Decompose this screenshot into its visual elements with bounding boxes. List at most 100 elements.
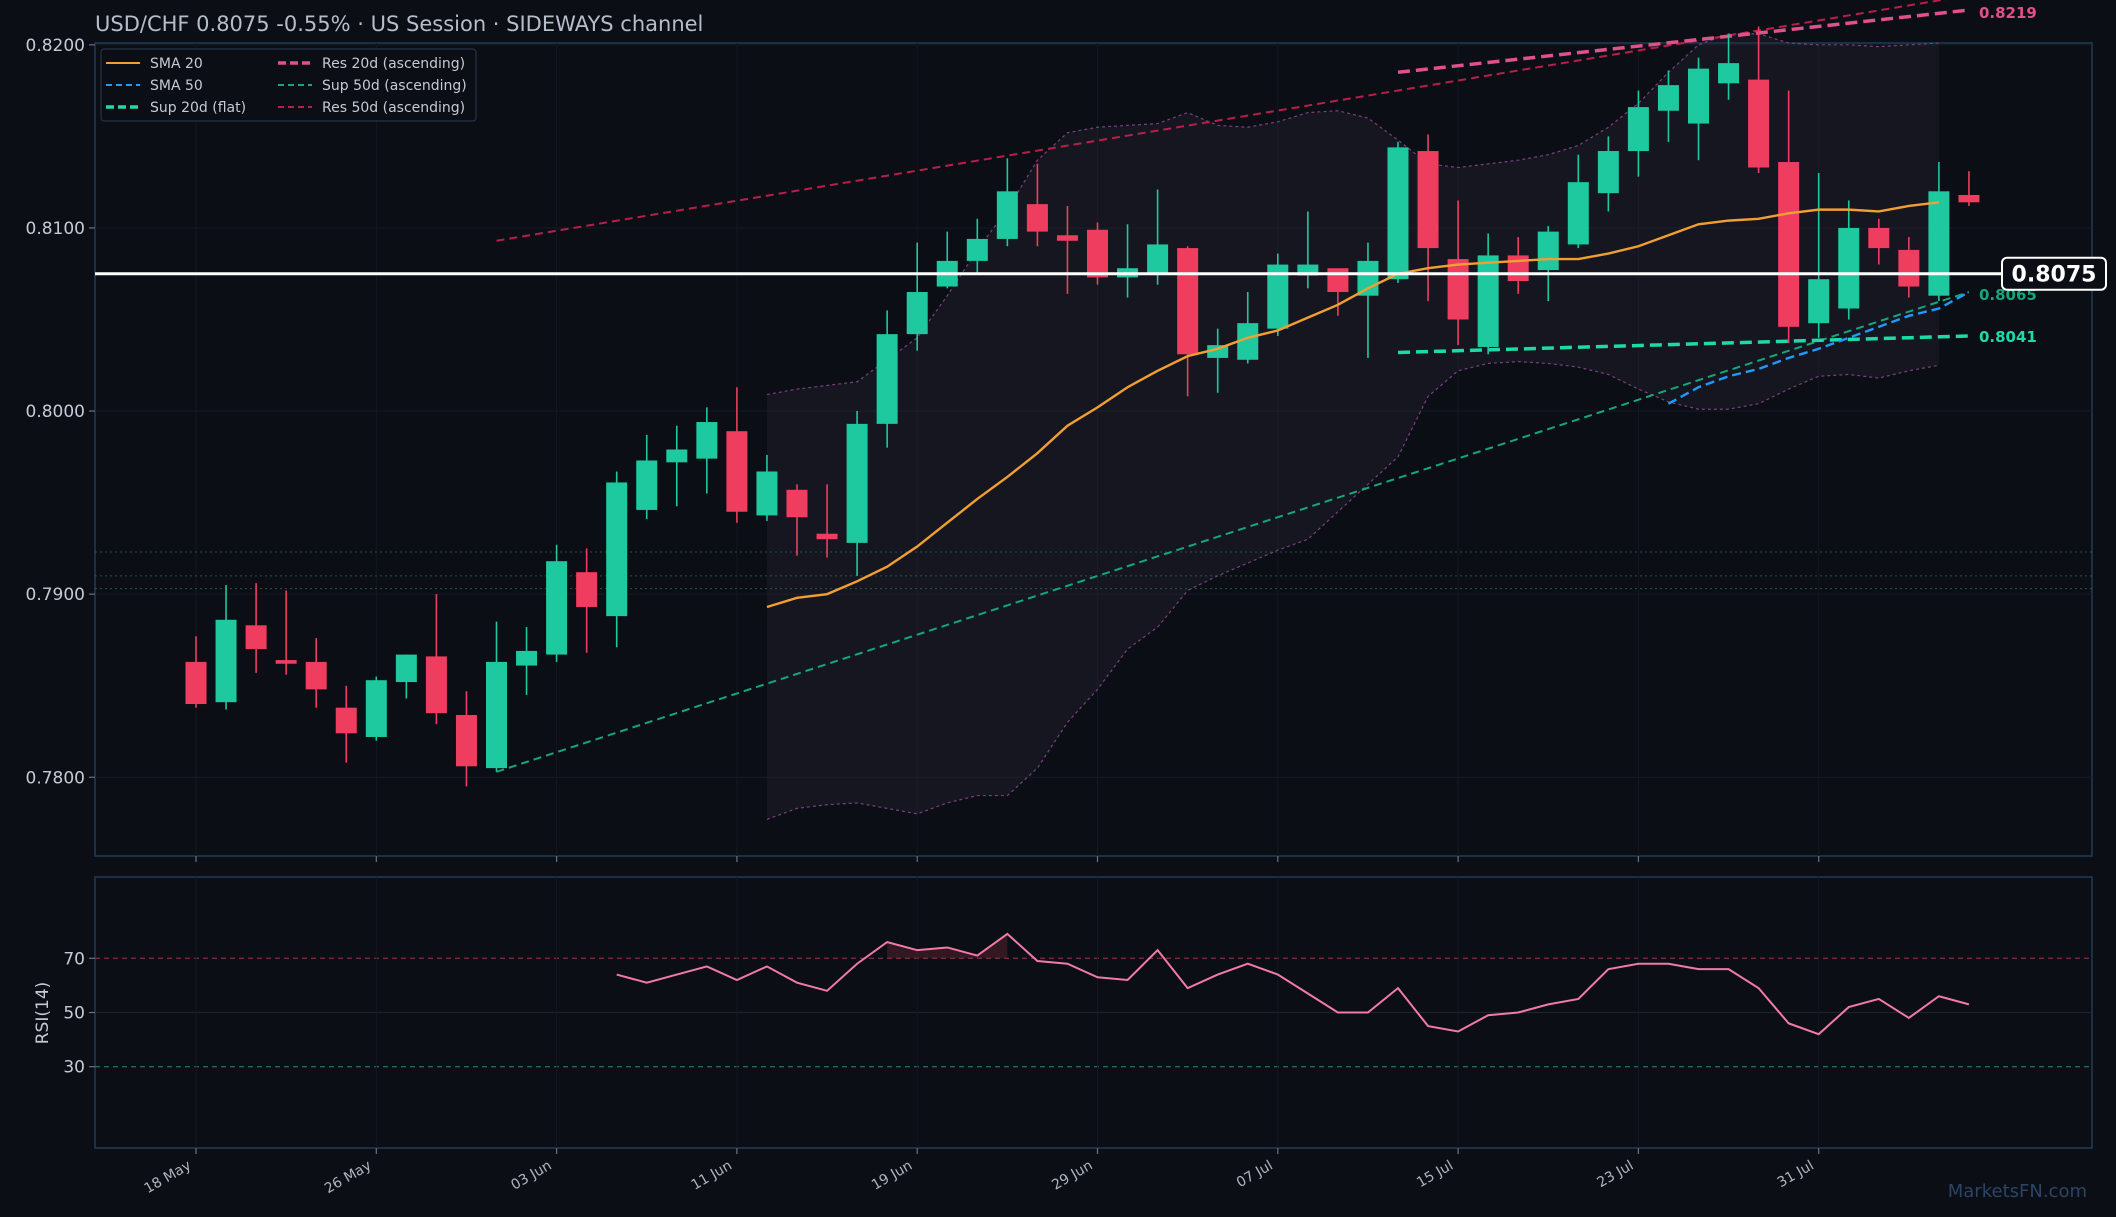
date-tick-label: 26 May — [322, 1158, 374, 1197]
bollinger-fill — [766, 33, 1939, 820]
rsi-axis-label: RSI(14) — [33, 982, 53, 1045]
last-price-marker: 0.8075 — [95, 256, 2107, 291]
candle-body — [816, 533, 838, 540]
price-tick-label: 0.7800 — [26, 768, 85, 788]
candle-body — [636, 460, 658, 510]
price-panel-frame — [94, 42, 2093, 857]
candle-body — [1237, 323, 1259, 360]
candle-body — [275, 660, 297, 664]
candle-body — [966, 238, 988, 261]
candle-body — [756, 471, 778, 516]
candle-body — [1928, 191, 1950, 296]
date-tick-label: 18 May — [142, 1158, 194, 1197]
trendlines — [496, 0, 1970, 773]
candle-body — [1267, 264, 1289, 329]
candle-body — [546, 561, 568, 655]
candle-body — [305, 661, 327, 690]
date-tick-label: 29 Jun — [1049, 1158, 1095, 1194]
candle-body — [425, 656, 447, 714]
date-tick-label: 31 Jul — [1775, 1158, 1817, 1191]
candle-body — [185, 661, 207, 705]
candle-body — [365, 680, 387, 737]
last-price-box — [2001, 256, 2107, 291]
legend-label: SMA 20 — [150, 56, 203, 72]
candle-body — [245, 625, 267, 650]
candle-body — [786, 489, 808, 518]
date-tick-label: 19 Jun — [869, 1158, 915, 1194]
candle-body — [696, 422, 718, 459]
price-tick-label: 0.8200 — [26, 36, 85, 56]
trendline — [1397, 8, 1970, 75]
candle-body — [1567, 182, 1589, 245]
rsi-line-group — [616, 932, 1970, 1036]
watermark: MarketsFN.com — [1948, 1181, 2087, 1202]
date-tick-label: 23 Jul — [1594, 1158, 1636, 1191]
rsi-line — [616, 932, 1970, 1036]
candle-body — [1327, 268, 1349, 293]
price-grid — [95, 43, 2092, 862]
sma20-line — [766, 201, 1940, 609]
sma50-line — [1667, 290, 1970, 405]
bollinger-lower — [766, 361, 1940, 820]
candle-body — [1657, 85, 1679, 111]
candle-body — [1597, 151, 1619, 194]
candle-body — [1898, 249, 1920, 287]
bollinger-bands — [766, 33, 1940, 820]
legend-label: Res 50d (ascending) — [322, 100, 465, 116]
moving-averages — [766, 201, 1970, 609]
trendline — [496, 0, 1948, 242]
date-tick-label: 11 Jun — [689, 1158, 735, 1194]
candle-body — [1026, 204, 1048, 232]
candle-body — [1177, 248, 1199, 355]
candle-body — [335, 707, 357, 734]
candle-body — [1688, 68, 1709, 124]
candle-body — [846, 423, 868, 543]
candle-body — [1357, 260, 1379, 296]
candle-body — [576, 572, 598, 607]
candle-body — [1718, 63, 1740, 84]
trendline-end-label: 0.8219 — [1979, 4, 2037, 22]
price-tick-label: 0.7900 — [26, 585, 85, 605]
candle-body — [1748, 79, 1770, 168]
legend-label: Res 20d (ascending) — [322, 56, 465, 72]
candle-body — [726, 431, 748, 512]
trendline — [496, 291, 1970, 773]
candle-body — [1838, 227, 1860, 309]
candle-body — [606, 482, 628, 617]
candles — [185, 26, 1980, 787]
date-tick-label: 15 Jul — [1414, 1158, 1456, 1191]
candle-body — [455, 715, 477, 767]
candle-body — [215, 619, 237, 703]
price-axis: 0.7800 0.7900 0.8000 0.8100 0.8200 — [26, 36, 95, 788]
candle-body — [1147, 244, 1169, 274]
candle-body — [1958, 194, 1980, 203]
date-axis: 18 May 26 May 03 Jun 11 Jun 19 Jun 29 Jun 07 J… — [142, 1158, 1817, 1197]
rsi-tick-label: 30 — [63, 1058, 85, 1078]
candle-body — [1537, 231, 1559, 271]
legend: SMA 20 Res 20d (ascending) SMA 50 Sup 50d (… — [100, 48, 477, 122]
candle-body — [1778, 162, 1800, 327]
candle-body — [906, 292, 928, 335]
rsi-panel: 30 50 70 RSI(14) — [33, 876, 2093, 1154]
trendline-end-label: 0.8041 — [1979, 328, 2037, 346]
candle-body — [1207, 345, 1229, 358]
trendline — [1397, 334, 1970, 355]
candle-body — [666, 449, 688, 463]
date-tick-label: 03 Jun — [508, 1158, 554, 1194]
candle-body — [1417, 151, 1439, 249]
candle-body — [1087, 229, 1108, 278]
rsi-axis: 30 50 70 — [63, 949, 95, 1078]
candle-body — [486, 661, 507, 769]
candle-body — [1808, 279, 1830, 324]
candle-body — [1387, 147, 1409, 280]
rsi-tick-label: 50 — [63, 1004, 85, 1024]
candle-body — [1447, 259, 1469, 320]
last-price-label: 0.8075 — [2012, 263, 2097, 288]
candle-body — [1297, 264, 1319, 276]
rsi-grid — [95, 877, 2092, 1154]
rsi-overbought-fill — [887, 942, 918, 959]
candle-body — [1868, 227, 1890, 249]
candle-body — [1056, 235, 1078, 241]
